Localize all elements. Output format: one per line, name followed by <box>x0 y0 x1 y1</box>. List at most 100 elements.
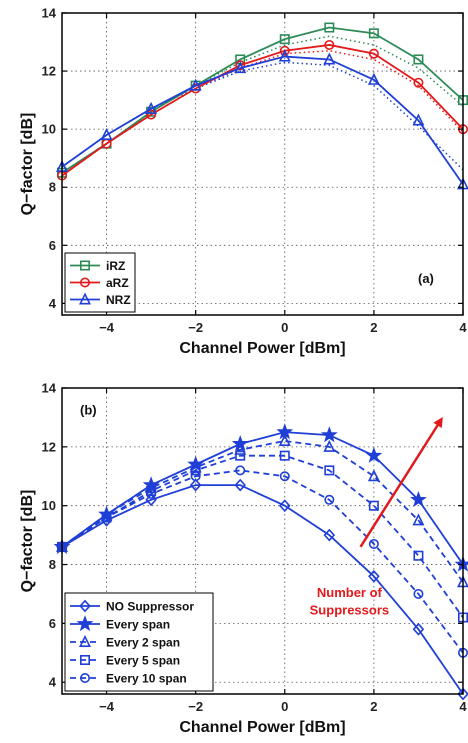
legend-label: Every 2 span <box>106 636 180 650</box>
dotted-series-line-2 <box>61 61 464 171</box>
legend-marker-square <box>80 654 91 665</box>
panel-label-a: (a) <box>418 271 434 286</box>
panel-b: −4 −2 0 2 4 4 6 8 10 12 14 Channel Power [dBm] Q−f… <box>19 381 468 736</box>
y-tick-label: 12 <box>42 439 56 454</box>
data-point-square <box>413 54 424 65</box>
y-tick-label: 14 <box>42 381 57 396</box>
data-point-circle <box>368 538 379 549</box>
data-point-circle <box>413 588 424 599</box>
legend-marker-star <box>76 615 94 632</box>
y-tick-label: 14 <box>42 6 57 21</box>
y-tick-label: 10 <box>42 122 56 137</box>
data-point-square <box>413 550 424 561</box>
legend-label: Every 10 span <box>106 672 187 686</box>
series-line-1 <box>61 44 464 177</box>
x-tick-label: −4 <box>99 320 115 335</box>
plot-frame-b <box>61 387 464 695</box>
series-line-0 <box>61 484 464 695</box>
series-line-2 <box>61 55 464 185</box>
data-point-triangle <box>412 513 425 526</box>
data-point-circle <box>279 45 290 56</box>
x-axis-title-a: Channel Power [dBm] <box>179 340 345 357</box>
data-point-square <box>146 485 157 496</box>
y-tick-label: 6 <box>49 238 56 253</box>
data-point-diamond <box>412 622 425 636</box>
data-point-circle <box>146 109 157 120</box>
series-a <box>56 22 468 190</box>
data-point-triangle <box>100 127 113 140</box>
data-point-circle <box>101 512 112 523</box>
data-point-diamond <box>278 499 291 513</box>
data-point-triangle <box>412 113 425 126</box>
series-line-0 <box>61 26 464 174</box>
data-point-triangle <box>367 72 380 85</box>
series-line-1 <box>61 431 464 566</box>
legend-label: NO Suppressor <box>106 600 194 614</box>
y-tick-label: 8 <box>49 557 56 572</box>
data-point-diamond <box>368 569 380 583</box>
annotation-text-line2: Suppressors <box>310 603 389 618</box>
data-point-star <box>320 426 338 443</box>
data-point-circle <box>235 60 246 71</box>
data-point-square <box>368 28 379 39</box>
x-tick-label: −2 <box>188 699 203 714</box>
y-tick-label: 4 <box>49 675 57 690</box>
data-point-triangle <box>145 101 158 114</box>
data-point-square <box>324 22 335 33</box>
ticks-a: −4 −2 0 2 4 4 6 8 10 12 14 <box>42 6 468 336</box>
data-point-diamond <box>234 478 247 492</box>
legend-label: NRZ <box>106 293 131 307</box>
dotted-series-line-1 <box>61 49 464 177</box>
data-point-triangle <box>234 442 247 455</box>
data-point-triangle <box>323 439 336 452</box>
legend-marker-circle <box>80 277 91 288</box>
panel-label-b: (b) <box>80 402 97 417</box>
legend-label: aRZ <box>106 276 129 290</box>
data-point-star <box>410 490 427 507</box>
data-point-circle <box>324 494 335 505</box>
x-tick-label: 0 <box>281 320 288 335</box>
y-tick-label: 10 <box>42 498 56 513</box>
x-axis-title-b: Channel Power [dBm] <box>179 719 345 736</box>
y-tick-label: 12 <box>42 64 56 79</box>
x-tick-label: 2 <box>370 699 377 714</box>
data-point-triangle <box>278 433 291 446</box>
dotted-series-line-0 <box>61 35 464 174</box>
annotation-group: Number of Suppressors <box>310 416 443 618</box>
data-point-circle <box>190 471 201 482</box>
data-point-square <box>235 450 246 461</box>
data-point-diamond <box>323 528 336 542</box>
data-point-triangle <box>234 61 247 74</box>
data-point-diamond <box>457 687 468 701</box>
y-tick-label: 4 <box>49 296 57 311</box>
ticks-b: −4 −2 0 2 4 4 6 8 10 12 14 <box>42 381 468 715</box>
legend-marker-circle <box>80 672 91 683</box>
data-point-square <box>368 500 379 511</box>
data-point-triangle <box>323 52 336 65</box>
data-point-circle <box>324 39 335 50</box>
data-point-diamond <box>189 478 202 492</box>
data-point-circle <box>368 48 379 59</box>
legend-label: Every span <box>106 618 170 632</box>
legend-marker-diamond <box>79 599 91 613</box>
legend-box <box>64 592 214 692</box>
series-line-2 <box>61 440 464 583</box>
legend-marker-triangle <box>79 292 91 305</box>
x-tick-label: 2 <box>370 320 377 335</box>
y-axis-title-a: Q−factor [dB] <box>19 113 36 216</box>
annotation-arrow <box>359 416 443 548</box>
y-tick-label: 6 <box>49 616 56 631</box>
y-tick-label: 8 <box>49 180 56 195</box>
plot-frame-a <box>61 12 464 316</box>
data-point-triangle <box>278 49 291 62</box>
data-point-triangle <box>367 469 380 482</box>
legend-b: NO Suppressor Every span Every 2 span Every… <box>64 592 214 692</box>
x-tick-label: 4 <box>459 699 467 714</box>
series-b <box>53 423 468 701</box>
legend-marker-square <box>80 260 91 271</box>
x-tick-label: 4 <box>459 320 467 335</box>
y-axis-title-b: Q−factor [dB] <box>19 490 36 593</box>
series-line-3 <box>61 454 464 619</box>
data-point-square <box>324 465 335 476</box>
legend-label: iRZ <box>106 259 125 273</box>
